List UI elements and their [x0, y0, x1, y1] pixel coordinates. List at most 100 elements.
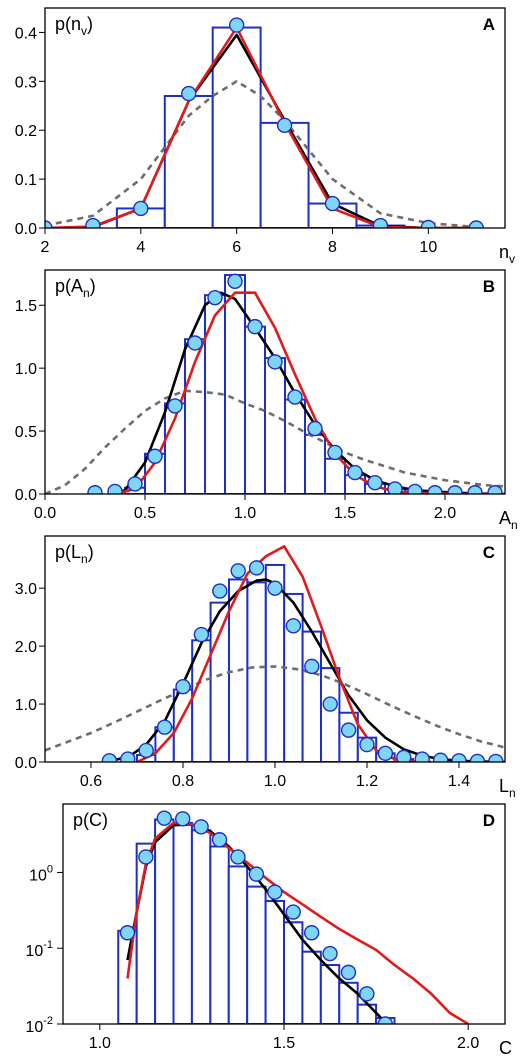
data-point [267, 580, 283, 596]
histogram-bar [301, 950, 322, 1024]
data-point [359, 986, 375, 1002]
data-point [267, 884, 283, 900]
data-point [285, 904, 301, 920]
y-tick-label: 0.5 [15, 424, 37, 441]
y-axis-label: p(An) [55, 276, 96, 300]
data-point [230, 849, 246, 865]
y-tick-mantissa: 10 [25, 1019, 43, 1036]
y-tick-exponent: 0 [47, 863, 53, 875]
data-point [138, 849, 154, 865]
x-tick-label: 0.8 [172, 773, 194, 790]
data-point [181, 85, 197, 102]
y-tick-label: 0.0 [15, 487, 37, 504]
y-tick-mantissa: 10 [29, 867, 47, 884]
y-tick-mantissa: 10 [25, 943, 43, 960]
data-point [377, 745, 394, 762]
x-tick-label: 1.2 [356, 773, 378, 790]
y-axis-label-close: ) [88, 542, 94, 562]
series-line-gray [45, 79, 477, 228]
x-tick-label: 4 [136, 239, 145, 256]
panel-letter: C [483, 543, 495, 562]
data-point [340, 964, 357, 981]
histogram-bar [264, 899, 286, 1024]
histogram-bar [301, 630, 323, 762]
plot-area [45, 545, 505, 762]
data-point [193, 626, 210, 643]
data-point [324, 195, 341, 212]
data-point [147, 448, 163, 464]
histogram-bar [190, 829, 212, 1024]
x-tick-label: 0.5 [134, 505, 156, 522]
y-tick-exponent: -1 [43, 939, 53, 951]
x-axis-label-subscript: v [509, 252, 515, 266]
data-point [407, 483, 423, 494]
data-point [396, 749, 412, 762]
data-point [427, 485, 443, 494]
x-tick-label: 2.0 [457, 1035, 479, 1052]
panel-B: 0.0 0.5 1.0 1.5 2.00.00.51.01.5p(An) BAn [15, 269, 518, 532]
panel-letter: B [483, 277, 495, 296]
y-axis-label-text: p(L [55, 542, 81, 562]
data-point [85, 217, 101, 228]
y-tick-label: 100 [29, 863, 53, 884]
series-line-gray [45, 665, 505, 752]
y-tick-exponent: -2 [43, 1015, 53, 1027]
histogram-bar [338, 981, 359, 1024]
x-axis-label-text: C [499, 1038, 512, 1058]
x-axis-label-text: A [499, 508, 511, 528]
y-axis-label: p(C) [73, 810, 108, 830]
y-tick-label: 2.0 [15, 639, 37, 656]
data-point [327, 444, 343, 461]
data-point [175, 811, 191, 827]
x-tick-label: 2 [41, 239, 50, 256]
histogram-bar [304, 433, 326, 494]
data-point [367, 474, 383, 491]
series-line-gray [45, 389, 505, 494]
histogram-bar [154, 818, 175, 1024]
data-point [175, 678, 191, 695]
data-point [303, 925, 320, 941]
y-tick-label: 0.0 [15, 221, 37, 238]
data-point [187, 335, 203, 351]
x-axis-label-text: n [499, 242, 509, 262]
data-point [487, 485, 503, 494]
x-axis-label: Ln [499, 776, 516, 800]
plot-area [45, 17, 484, 228]
data-point [107, 483, 123, 494]
panel-C: 0.6 0.8 1.0 1.2 1.40.01.02.03.0p(Ln) CLn [15, 535, 516, 800]
series-line-red [126, 821, 469, 1024]
data-point [247, 318, 263, 335]
data-point [248, 560, 265, 576]
data-point [138, 742, 154, 759]
plot-area [117, 810, 469, 1024]
data-point [207, 289, 223, 306]
panel-letter: A [483, 15, 495, 34]
x-tick-label: 2.0 [434, 505, 456, 522]
y-tick-label: 0.4 [15, 25, 37, 42]
data-point [276, 117, 293, 134]
data-point [228, 17, 245, 33]
x-tick-label: 1.0 [264, 773, 286, 790]
x-tick-label: 1.4 [448, 773, 470, 790]
y-tick-label: 1.0 [15, 697, 37, 714]
data-point [193, 819, 209, 835]
data-point [248, 866, 265, 882]
y-tick-label: 0.0 [15, 755, 37, 772]
y-tick-label: 0.1 [15, 172, 37, 189]
y-axis-label-subscript: n [83, 286, 90, 300]
data-point [340, 722, 357, 738]
histogram-bar [284, 398, 306, 494]
data-point [447, 485, 463, 494]
x-axis-label-subscript: n [509, 786, 516, 800]
histogram-bar [356, 1003, 378, 1024]
y-axis-label-text: p(n [55, 14, 81, 34]
y-tick-label: 0.2 [15, 123, 37, 140]
data-point [227, 273, 243, 290]
data-point [212, 583, 228, 599]
y-tick-label: 10-2 [25, 1015, 53, 1036]
x-axis-label-subscript: n [511, 518, 518, 532]
data-point [432, 752, 449, 762]
y-axis-label-text: p(A [55, 276, 83, 296]
